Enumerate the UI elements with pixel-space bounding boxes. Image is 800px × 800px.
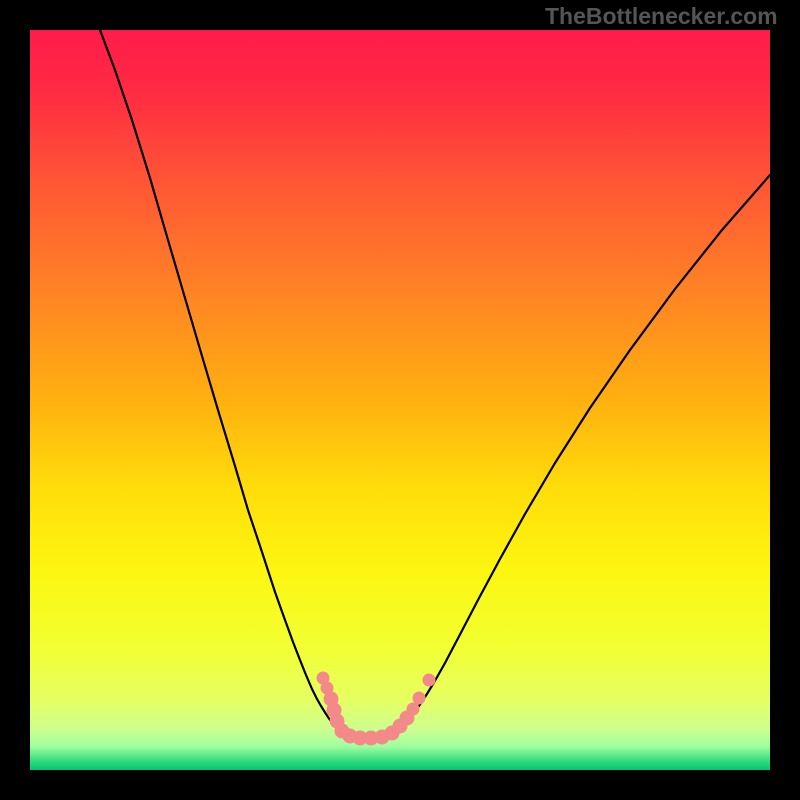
bottleneck-curve-chart [30, 30, 770, 770]
watermark-text: TheBottlenecker.com [545, 3, 778, 30]
marker-dot [413, 692, 425, 704]
gradient-background [30, 30, 770, 770]
marker-dot [423, 674, 435, 686]
chart-plot-area [30, 30, 770, 770]
chart-frame: TheBottlenecker.com [0, 0, 800, 800]
marker-dot [407, 703, 419, 715]
